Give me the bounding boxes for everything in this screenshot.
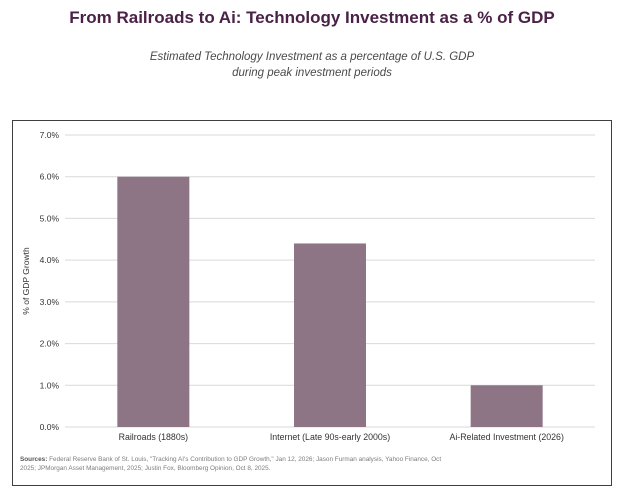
sources-text: Federal Reserve Bank of St. Louis, "Trac… (20, 456, 442, 472)
y-tick-label: 7.0% (40, 130, 60, 140)
y-tick-label: 2.0% (40, 339, 60, 349)
bar-1 (117, 176, 190, 427)
y-tick-label: 3.0% (40, 297, 60, 307)
x-tick-label: Ai-Related Investment (2026) (449, 432, 563, 442)
sources-label: Sources: (20, 456, 48, 463)
subtitle-line-2: during peak investment periods (232, 67, 392, 79)
bar-2 (294, 243, 366, 427)
y-tick-label: 6.0% (40, 172, 60, 182)
y-tick-label: 0.0% (40, 422, 60, 432)
bar-chart: 0.0% 1.0% 2.0% 3.0% 4.0% 5.0% 6.0% 7.0% % of GDP… (21, 130, 595, 442)
sources-note: Sources: Federal Reserve Bank of St. Lou… (20, 455, 450, 473)
y-tick-label: 4.0% (40, 255, 60, 265)
x-tick-label: Railroads (1880s) (119, 432, 189, 442)
y-axis-title: % of GDP Growth (21, 247, 31, 315)
y-tick-label: 5.0% (40, 213, 60, 223)
y-tick-label: 1.0% (40, 380, 60, 390)
chart-title: From Railroads to Ai: Technology Investm… (69, 8, 555, 27)
bar-3 (470, 385, 543, 427)
chart-frame: 0.0% 1.0% 2.0% 3.0% 4.0% 5.0% 6.0% 7.0% % of GDP… (12, 120, 612, 486)
x-tick-label: Internet (Late 90s-early 2000s) (270, 432, 390, 442)
chart-subtitle: Estimated Technology Investment as a per… (0, 49, 624, 81)
subtitle-line-1: Estimated Technology Investment as a per… (149, 51, 475, 63)
